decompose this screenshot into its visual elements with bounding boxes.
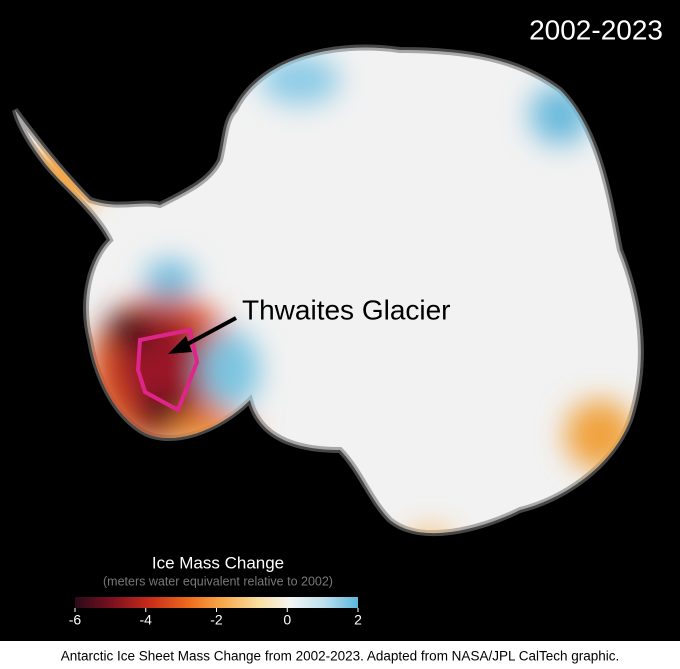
colorbar-tick-label: -2 (210, 612, 223, 628)
arrow-head (168, 336, 192, 354)
arrow (181, 316, 237, 349)
glacier-label: Thwaites Glacier (242, 294, 451, 325)
colorbar-tick-label: -4 (140, 612, 153, 628)
legend-title: Ice Mass Change (152, 553, 284, 572)
colorbar (75, 597, 358, 608)
caption: Antarctic Ice Sheet Mass Change from 200… (61, 649, 620, 664)
colorbar-tick-label: 0 (283, 612, 291, 628)
legend-subtitle: (meters water equivalent relative to 200… (103, 574, 333, 588)
antarctica (12, 44, 644, 537)
colorbar-tick-label: -6 (69, 612, 82, 628)
colorbar-tick-label: 2 (354, 612, 362, 628)
period-label: 2002-2023 (529, 14, 663, 45)
